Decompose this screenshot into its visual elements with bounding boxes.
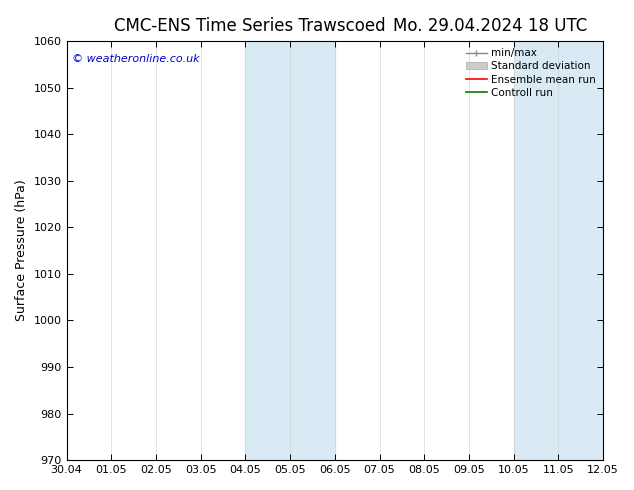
Bar bbox=[245, 41, 335, 460]
Text: Mo. 29.04.2024 18 UTC: Mo. 29.04.2024 18 UTC bbox=[393, 17, 587, 35]
Legend: min/max, Standard deviation, Ensemble mean run, Controll run: min/max, Standard deviation, Ensemble me… bbox=[464, 46, 598, 100]
Text: CMC-ENS Time Series Trawscoed: CMC-ENS Time Series Trawscoed bbox=[114, 17, 385, 35]
Text: © weatheronline.co.uk: © weatheronline.co.uk bbox=[72, 53, 200, 64]
Bar bbox=[514, 41, 603, 460]
Y-axis label: Surface Pressure (hPa): Surface Pressure (hPa) bbox=[15, 180, 28, 321]
